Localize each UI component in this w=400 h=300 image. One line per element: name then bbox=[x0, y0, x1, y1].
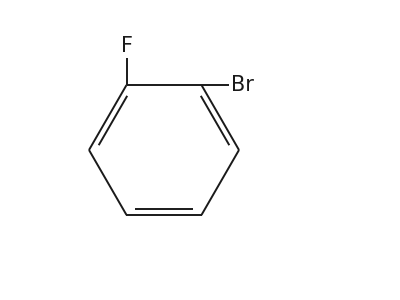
Text: Br: Br bbox=[231, 75, 254, 95]
Text: F: F bbox=[120, 36, 132, 56]
